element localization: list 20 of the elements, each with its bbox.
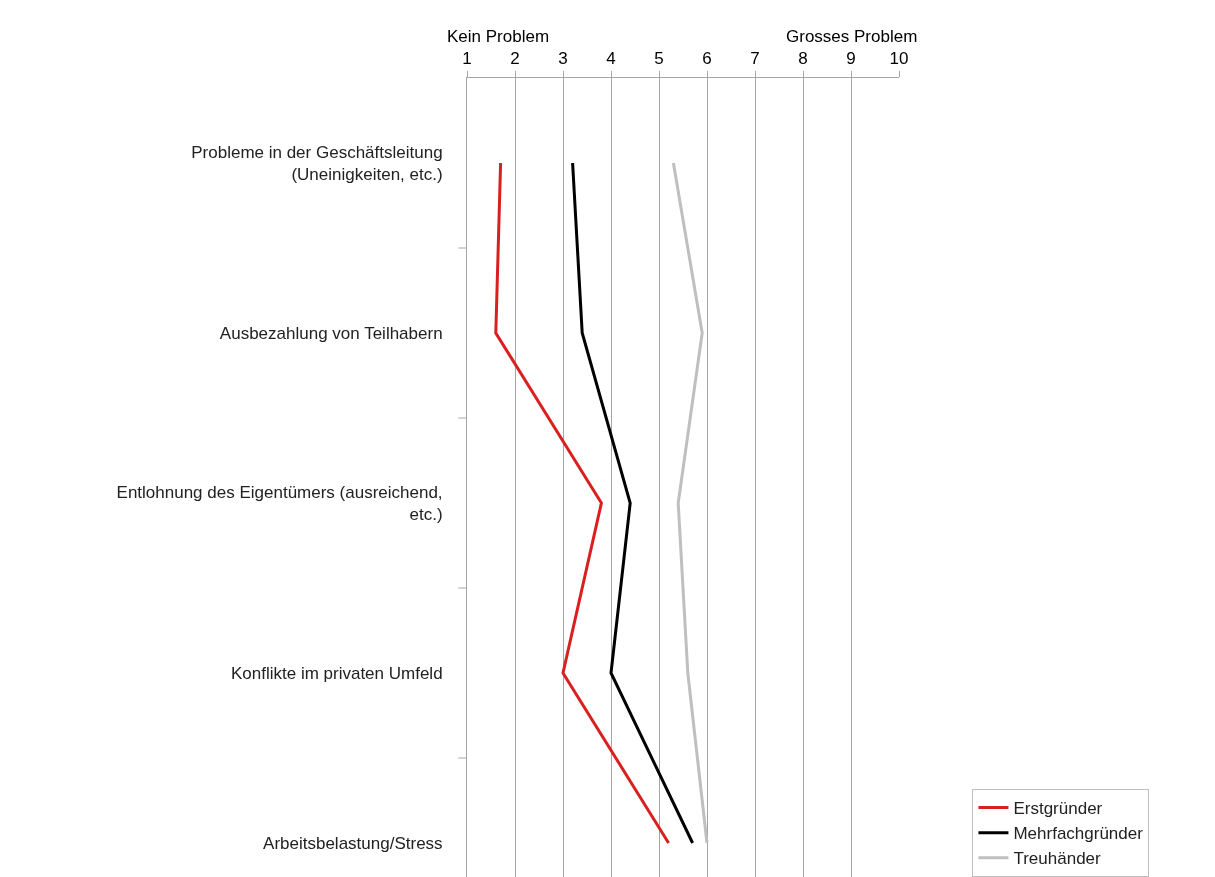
legend-label: Erstgründer [1013,799,1103,819]
legend-label: Mehrfachgründer [1013,824,1144,844]
x-tick-label: 8 [798,49,808,69]
y-tick-label: Konflikte im privaten Umfeld [230,663,443,683]
text: Grosses Problem [786,27,918,46]
y-tick-label: Probleme in der Geschäftsleitung (Uneinigkeiten, etc.) [191,142,443,184]
y-tick-label: Ausbezahlung von Teilhabern [219,323,443,343]
x-tick-label: 4 [606,49,616,69]
x-tick-label: 3 [558,49,568,69]
x-tick-label: 7 [750,49,760,69]
x-tick-label: 1 [462,49,472,69]
x-tick-label: 9 [846,49,856,69]
y-tick-label: Arbeitsbelastung/Stress [263,833,443,853]
x-tick-label: 5 [654,49,664,69]
text: Kein Problem [447,27,550,46]
legend-label: Treuhänder [1013,849,1102,869]
x-tick-label: 6 [702,49,712,69]
x-tick-label: 2 [510,49,520,69]
x-tick-label: 10 [889,49,909,69]
y-tick-label: Entlohnung des Eigentümers (ausreichend, etc.) [116,482,443,524]
